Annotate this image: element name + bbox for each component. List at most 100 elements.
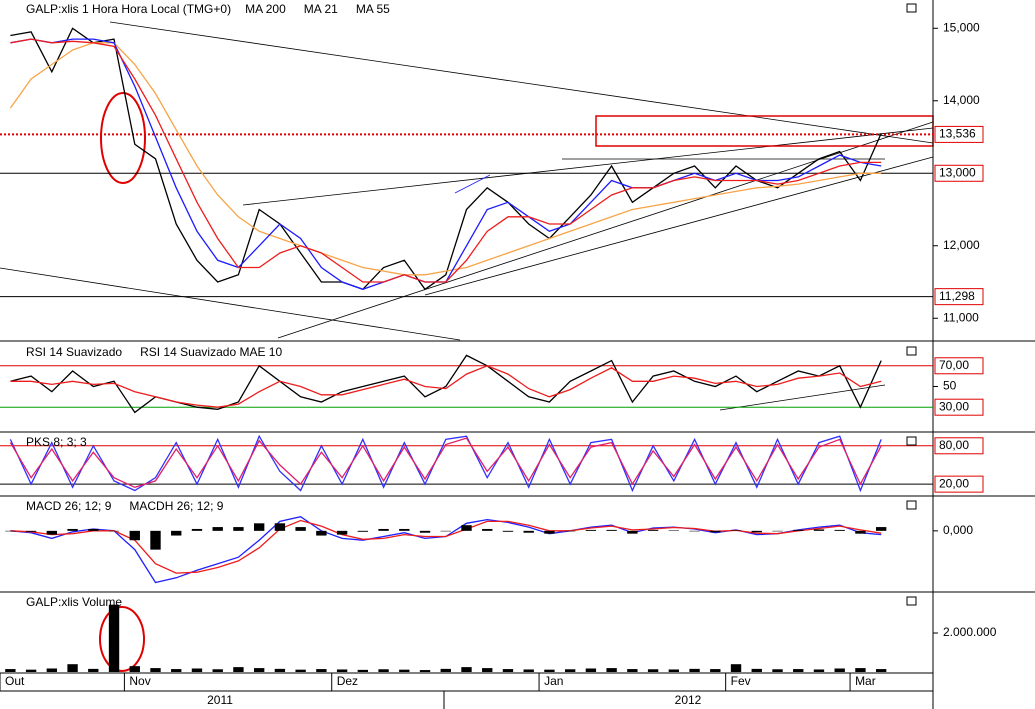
bar	[129, 666, 140, 672]
trend-line	[242, 127, 934, 206]
bar	[523, 530, 534, 533]
series-line	[10, 38, 882, 283]
highlight-ellipse	[99, 606, 145, 672]
y-tick-label: 15,000	[943, 20, 980, 34]
bar	[108, 604, 120, 672]
bar	[564, 530, 576, 532]
drawings	[0, 21, 934, 411]
year-label: 2012	[675, 693, 702, 707]
bar	[855, 530, 866, 534]
bar	[295, 527, 306, 531]
bar	[689, 530, 700, 532]
bar	[191, 528, 203, 531]
bar	[461, 525, 472, 531]
bar	[710, 669, 721, 672]
bar	[668, 530, 680, 531]
x-tick-label: Dez	[337, 674, 358, 688]
bar	[585, 668, 597, 672]
level-label-box	[934, 288, 984, 306]
trend-line	[454, 174, 491, 194]
series-line	[10, 27, 882, 291]
panel-button	[906, 596, 917, 606]
panel-title: GALP:xlis Volume	[26, 595, 122, 609]
bar	[399, 669, 410, 672]
level-label-box	[934, 164, 984, 182]
y-tick-label: 0,000	[943, 523, 973, 537]
level-label-box	[934, 437, 984, 455]
legend-entry: MACD 26; 12; 9	[26, 499, 112, 513]
trend-line	[0, 267, 461, 341]
legend-entry: RSI 14 Suavizado	[26, 345, 122, 359]
panel-button	[906, 346, 917, 356]
legend-entry: MA 55	[356, 2, 390, 16]
bar	[419, 670, 431, 672]
bar	[772, 669, 783, 672]
level-label: 20,00	[939, 476, 969, 490]
bar	[606, 668, 617, 672]
level-label-box	[934, 475, 984, 493]
bar	[585, 529, 597, 531]
bar	[564, 669, 576, 672]
legend-entry: MA 200	[245, 2, 286, 16]
bar	[627, 669, 638, 672]
bar	[274, 668, 286, 672]
bar	[108, 530, 120, 532]
bar	[627, 530, 638, 534]
bar	[813, 529, 825, 531]
bar	[710, 530, 721, 533]
bar	[689, 668, 700, 672]
bar	[46, 668, 58, 672]
bar	[378, 528, 389, 531]
bar	[730, 530, 742, 531]
bar	[502, 530, 514, 532]
bar	[212, 669, 223, 672]
bar	[233, 667, 244, 672]
bar	[668, 669, 680, 672]
bar	[212, 527, 223, 531]
bar	[5, 669, 16, 672]
level-label: 13,000	[939, 165, 976, 179]
bar	[129, 530, 140, 541]
bar	[191, 668, 203, 672]
level-label-box	[934, 398, 984, 416]
bar	[25, 530, 37, 532]
bar	[751, 530, 762, 533]
level-label: 11,298	[939, 289, 975, 303]
bar	[440, 530, 451, 532]
bar	[399, 528, 410, 531]
bar	[46, 530, 58, 535]
y-tick-label: 11,000	[943, 310, 979, 324]
level-label: 70,00	[939, 358, 969, 372]
series-line	[9, 437, 882, 488]
bar	[482, 668, 493, 672]
legend-entry: MA 21	[304, 2, 338, 16]
bar	[25, 669, 37, 672]
level-label: 13,536	[939, 127, 976, 141]
bar	[88, 668, 99, 672]
x-tick-label: Nov	[129, 674, 150, 688]
bar	[150, 668, 161, 672]
bar	[253, 668, 265, 672]
bar	[855, 668, 866, 672]
bar	[544, 669, 555, 672]
bar	[67, 528, 78, 531]
bar	[793, 669, 804, 672]
y-tick-label: 2.000.000	[943, 625, 997, 639]
bar	[274, 523, 286, 531]
bar	[482, 528, 493, 531]
trend-line	[109, 21, 934, 144]
series-line	[9, 42, 882, 276]
bar	[357, 669, 369, 672]
bar	[336, 669, 348, 672]
x-tick-label: Mar	[855, 674, 876, 688]
level-label-box	[934, 125, 984, 143]
bar	[440, 668, 451, 672]
bar	[233, 527, 244, 531]
level-label-box	[934, 357, 984, 375]
level-label: 30,00	[939, 399, 969, 413]
y-tick-label: 12,000	[943, 238, 980, 252]
x-tick-label: Jan	[544, 674, 563, 688]
